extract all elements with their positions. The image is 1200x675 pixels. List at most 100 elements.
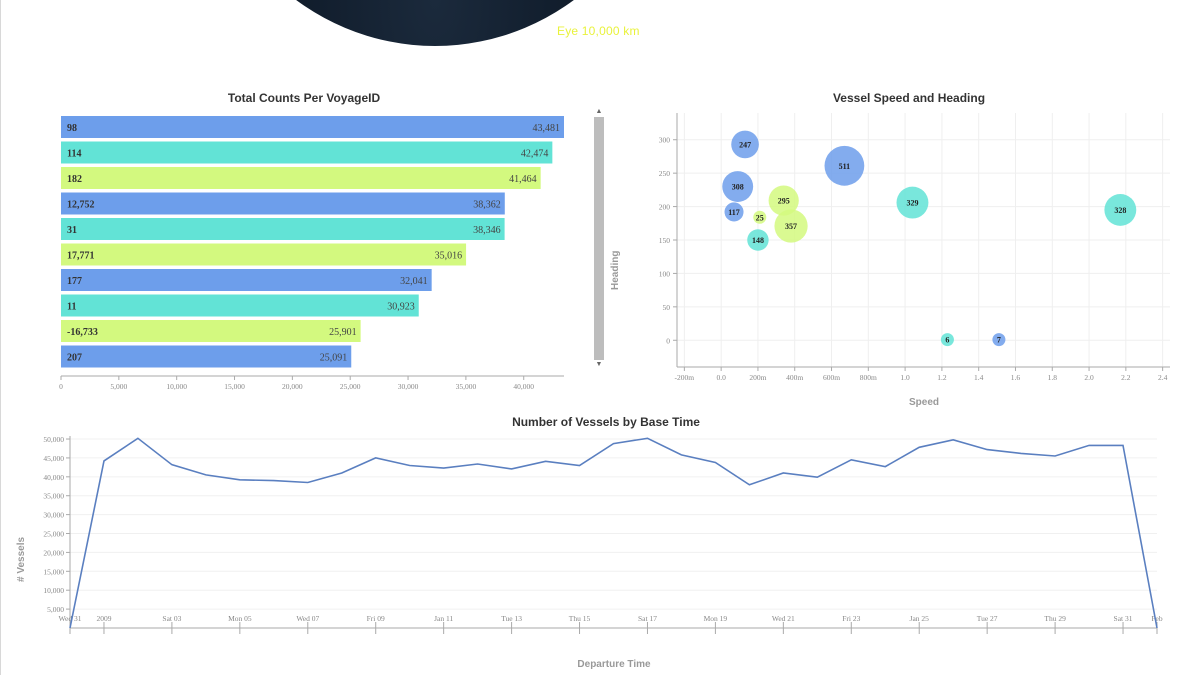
line-x-tick-label: Wed 21 [772,614,795,623]
bar-x-tick-label: 10,000 [166,382,187,391]
globe-viewer[interactable] [200,0,670,46]
scatter-y-tick-label: 150 [659,236,671,245]
vessels-series-line[interactable] [69,437,1158,629]
line-x-tick-label: Mon 05 [228,614,252,623]
line-x-tick-label: Mon 19 [704,614,728,623]
bar-chart[interactable]: 98 43,481 114 42,474 182 41,464 12,752 38,362 31… [0,105,590,395]
line-x-tick-label: Tue 13 [501,614,522,623]
bar-x-tick-label: 20,000 [282,382,303,391]
line-x-tick-label: Thu 15 [569,614,591,623]
scatter-chart-title: Vessel Speed and Heading [832,91,986,105]
bubble-308[interactable] [722,171,754,202]
bubble-label: 308 [732,183,744,192]
scatter-x-tick-label: 1.6 [1011,373,1021,382]
bar--16,733[interactable] [61,320,361,342]
bar-12,752[interactable] [61,192,505,215]
line-x-tick-label: Wed 07 [296,614,319,623]
scatter-x-tick-label: 1.0 [900,373,910,382]
bar-182[interactable] [61,167,541,189]
line-x-tick-label: Thu 29 [1044,614,1066,623]
bar-category-label: 177 [67,276,82,287]
bar-category-label: 114 [67,149,81,160]
bubble-label: 7 [997,336,1001,345]
scatter-x-tick-label: 1.4 [974,373,984,382]
line-x-tick-label: Fri 23 [842,614,860,623]
scatter-y-tick-label: 250 [659,169,671,178]
bubble-label: 6 [945,336,949,345]
bubble-label: 148 [752,236,764,245]
scatter-y-tick-label: 50 [663,303,671,312]
bar-category-label: 182 [67,174,82,185]
bar-x-tick-label: 30,000 [398,382,419,391]
line-x-tick-label: Fri 09 [367,614,385,623]
bubble-511[interactable] [824,145,865,186]
bubble-295[interactable] [768,185,799,216]
bar-31[interactable] [61,218,505,240]
bar-category-label: 98 [67,123,77,134]
scatter-x-tick-label: 600m [823,373,840,382]
line-chart[interactable]: 5,000 10,000 15,000 20,000 25,000 30,000 35,00… [0,428,1200,638]
bar-category-label: 31 [67,225,77,236]
line-x-axis-title: Departure Time [577,659,651,670]
bar-98[interactable] [61,116,564,138]
bar-177[interactable] [61,269,432,291]
bar-114[interactable] [61,141,553,164]
bar-category-label: 207 [67,353,82,364]
line-y-tick-label: 20,000 [43,548,64,557]
scatter-chart[interactable]: -200m 0.0 200m 400m 600m 800m 1.0 1.2 1.4 1.6 1.8 2… [620,105,1180,395]
bubble-label: 295 [778,197,790,206]
scroll-down-arrow-icon[interactable]: ▼ [595,361,603,368]
bubble-7[interactable] [992,333,1006,347]
line-chart-title: Number of Vessels by Base Time [512,415,700,429]
scrollbar-thumb[interactable] [594,117,604,360]
bubble-247[interactable] [731,130,759,159]
bar-value-label: 32,041 [400,276,428,287]
bubble-6[interactable] [940,333,954,347]
line-x-tick-label: Feb [1151,614,1163,623]
globe-eye-altitude: Eye 10,000 km [557,24,640,38]
bar-value-label: 41,464 [509,174,537,185]
bar-value-label: 25,901 [329,327,357,338]
bar-chart-title: Total Counts Per VoyageID [227,91,381,105]
line-x-tick-label: Sat 03 [162,614,181,623]
bubble-117[interactable] [724,202,744,222]
line-y-tick-label: 5,000 [47,605,64,614]
bar-207[interactable] [61,345,352,368]
scatter-y-tick-label: 0 [666,336,670,345]
scatter-x-tick-label: 1.8 [1048,373,1058,382]
bar-category-label: 11 [67,302,76,313]
scatter-x-tick-label: 0.0 [716,373,726,382]
bubble-357[interactable] [774,209,808,243]
line-x-tick-label: Jan 25 [910,614,930,623]
line-x-tick-label: Jan 11 [434,614,453,623]
bar-x-tick-label: 15,000 [224,382,245,391]
bar-value-label: 42,474 [521,149,549,160]
bubble-label: 357 [785,222,797,231]
bar-17,771[interactable] [61,243,467,266]
bar-chart-scrollbar[interactable]: ▲ ▼ [594,107,604,370]
bar-value-label: 25,091 [320,353,348,364]
bar-category-label: 17,771 [67,251,95,262]
line-y-tick-label: 35,000 [43,492,64,501]
bubble-328[interactable] [1104,193,1137,226]
bar-11[interactable] [61,294,419,317]
bubble-label: 511 [839,162,851,171]
bar-value-label: 38,346 [473,225,501,236]
scatter-x-tick-label: 2.4 [1158,373,1168,382]
line-y-tick-label: 10,000 [43,586,64,595]
scatter-x-tick-label: 200m [749,373,766,382]
globe-earth[interactable] [200,0,670,46]
line-x-tick-label: Sat 31 [1114,614,1133,623]
line-y-tick-label: 25,000 [43,530,64,539]
line-y-tick-label: 50,000 [43,435,64,444]
bubble-329[interactable] [896,186,929,219]
scroll-up-arrow-icon[interactable]: ▲ [595,108,603,115]
scatter-x-tick-label: -200m [675,373,695,382]
bubble-148[interactable] [747,229,769,251]
bubble-25[interactable] [753,210,767,224]
line-y-tick-label: 30,000 [43,511,64,520]
scatter-x-tick-label: 1.2 [937,373,947,382]
bar-x-tick-label: 0 [59,382,63,391]
bar-x-tick-label: 25,000 [340,382,361,391]
line-x-tick-label: Wed 31 [59,614,82,623]
